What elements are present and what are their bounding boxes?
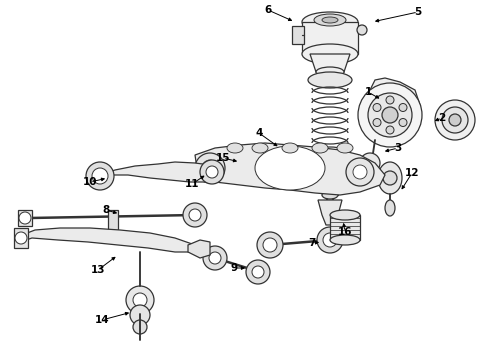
Ellipse shape — [263, 238, 277, 252]
Text: 3: 3 — [394, 143, 402, 153]
Text: 16: 16 — [338, 227, 352, 237]
Ellipse shape — [383, 171, 397, 185]
Ellipse shape — [368, 93, 412, 137]
Ellipse shape — [373, 104, 381, 112]
Ellipse shape — [399, 118, 407, 126]
Text: 2: 2 — [439, 113, 445, 123]
Text: 10: 10 — [83, 177, 97, 187]
Text: 12: 12 — [405, 168, 419, 178]
Polygon shape — [195, 143, 385, 195]
Ellipse shape — [130, 305, 150, 325]
Ellipse shape — [200, 160, 224, 184]
Ellipse shape — [442, 107, 468, 133]
Ellipse shape — [316, 67, 344, 77]
Ellipse shape — [385, 200, 395, 216]
Ellipse shape — [252, 266, 264, 278]
Ellipse shape — [330, 235, 360, 245]
Polygon shape — [14, 228, 28, 248]
Ellipse shape — [386, 126, 394, 134]
Ellipse shape — [317, 227, 343, 253]
Ellipse shape — [227, 143, 243, 153]
Ellipse shape — [323, 233, 337, 247]
Ellipse shape — [308, 151, 352, 165]
Text: 15: 15 — [216, 153, 230, 163]
Ellipse shape — [346, 158, 374, 186]
Ellipse shape — [86, 162, 114, 190]
Polygon shape — [20, 228, 195, 252]
Ellipse shape — [449, 114, 461, 126]
Ellipse shape — [183, 203, 207, 227]
Ellipse shape — [206, 166, 218, 178]
Bar — [302, 22, 358, 54]
Ellipse shape — [257, 232, 283, 258]
Ellipse shape — [255, 146, 325, 190]
Ellipse shape — [373, 118, 381, 126]
Ellipse shape — [435, 100, 475, 140]
Bar — [108, 210, 118, 230]
Ellipse shape — [314, 14, 346, 26]
Bar — [292, 26, 304, 44]
Ellipse shape — [302, 12, 358, 32]
Ellipse shape — [302, 44, 358, 64]
Ellipse shape — [15, 232, 27, 244]
Text: 8: 8 — [102, 205, 110, 215]
Ellipse shape — [357, 25, 367, 35]
Polygon shape — [318, 200, 342, 225]
Ellipse shape — [308, 72, 352, 88]
Text: 4: 4 — [255, 128, 263, 138]
Text: 13: 13 — [91, 265, 105, 275]
Ellipse shape — [386, 96, 394, 104]
Ellipse shape — [19, 212, 31, 224]
Ellipse shape — [92, 168, 108, 184]
Ellipse shape — [209, 252, 221, 264]
Ellipse shape — [282, 143, 298, 153]
Ellipse shape — [246, 260, 270, 284]
Text: 7: 7 — [308, 238, 316, 248]
Text: 11: 11 — [185, 179, 199, 189]
Text: 14: 14 — [95, 315, 109, 325]
Polygon shape — [97, 162, 218, 182]
Ellipse shape — [133, 293, 147, 307]
Polygon shape — [188, 240, 210, 258]
Ellipse shape — [202, 160, 218, 176]
Ellipse shape — [126, 286, 154, 314]
Ellipse shape — [330, 210, 360, 220]
Ellipse shape — [189, 209, 201, 221]
Polygon shape — [362, 78, 420, 142]
Text: 6: 6 — [265, 5, 271, 15]
Ellipse shape — [203, 246, 227, 270]
Ellipse shape — [399, 104, 407, 112]
Ellipse shape — [360, 153, 380, 173]
Ellipse shape — [312, 143, 328, 153]
Ellipse shape — [322, 191, 338, 199]
Ellipse shape — [322, 17, 338, 23]
Ellipse shape — [252, 143, 268, 153]
Ellipse shape — [353, 165, 367, 179]
Bar — [322, 165, 338, 195]
Ellipse shape — [195, 153, 225, 183]
Text: 9: 9 — [230, 263, 238, 273]
Ellipse shape — [378, 162, 402, 194]
Ellipse shape — [337, 143, 353, 153]
Text: 1: 1 — [365, 87, 371, 97]
Polygon shape — [310, 54, 350, 72]
Text: 5: 5 — [415, 7, 421, 17]
Ellipse shape — [133, 320, 147, 334]
Bar — [330, 215, 360, 240]
Ellipse shape — [358, 83, 422, 147]
Ellipse shape — [382, 107, 398, 123]
Polygon shape — [18, 210, 32, 226]
